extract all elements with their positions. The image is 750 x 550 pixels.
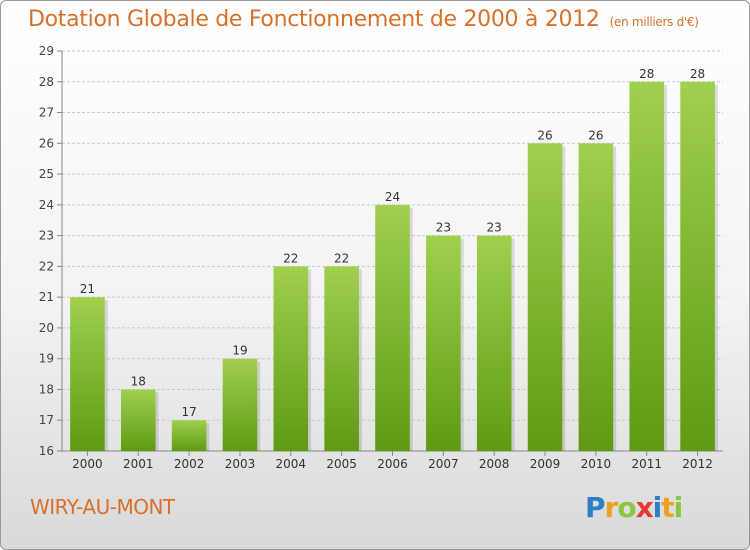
y-tick-label: 21 <box>39 290 54 304</box>
bar <box>120 389 156 451</box>
data-label: 24 <box>385 190 400 204</box>
bar <box>70 297 105 451</box>
y-tick-label: 19 <box>39 352 54 366</box>
y-tick-label: 25 <box>39 167 54 181</box>
data-label: 22 <box>283 251 298 265</box>
y-tick-label: 24 <box>39 198 54 212</box>
data-label: 28 <box>639 67 654 81</box>
x-tick-label: 2003 <box>225 457 256 471</box>
labels: 16 17 18 19 20 21 22 23 24 25 26 27 28 29 21 2000 18 2001… <box>39 44 713 471</box>
data-label: 18 <box>131 374 146 388</box>
bar <box>527 143 563 452</box>
y-tick-label: 17 <box>39 413 54 427</box>
chart-subtitle: (en milliers d'€) <box>609 15 699 29</box>
bar <box>273 266 309 451</box>
x-tick-label: 2009 <box>530 457 561 471</box>
x-tick-label: 2007 <box>428 457 459 471</box>
y-tick-label: 27 <box>39 106 54 120</box>
y-tick-label: 23 <box>39 229 54 243</box>
bar <box>578 143 614 452</box>
data-label: 23 <box>436 221 451 235</box>
y-tick-label: 16 <box>39 444 54 458</box>
bar <box>629 81 665 452</box>
x-tick-label: 2010 <box>581 457 612 471</box>
bars <box>70 81 718 452</box>
x-tick-label: 2011 <box>631 457 662 471</box>
logo-letter: i <box>673 491 684 524</box>
town-name: WIRY-AU-MONT <box>30 495 175 519</box>
y-tick-label: 22 <box>39 259 54 273</box>
y-tick-label: 20 <box>39 321 54 335</box>
data-label: 22 <box>334 251 349 265</box>
logo-letter: t <box>661 491 674 524</box>
data-label: 21 <box>80 282 95 296</box>
x-tick-label: 2006 <box>377 457 408 471</box>
data-label: 17 <box>181 405 196 419</box>
chart-title: Dotation Globale de Fonctionnement de 20… <box>28 7 699 32</box>
data-label: 23 <box>487 221 502 235</box>
x-tick-label: 2000 <box>72 457 103 471</box>
data-label: 26 <box>588 128 603 142</box>
bar <box>324 266 359 451</box>
data-label: 19 <box>232 344 247 358</box>
logo-letter: r <box>604 491 619 524</box>
x-tick-label: 2008 <box>479 457 510 471</box>
x-tick-label: 2001 <box>123 457 154 471</box>
data-label: 28 <box>690 67 705 81</box>
bar <box>680 81 715 452</box>
bar <box>426 235 461 451</box>
bar <box>476 235 512 451</box>
y-tick-label: 26 <box>39 136 54 150</box>
data-label: 26 <box>537 128 552 142</box>
logo-letter: i <box>652 491 663 524</box>
bar <box>222 358 258 451</box>
logo-letter: o <box>617 491 636 524</box>
y-tick-label: 28 <box>39 75 54 89</box>
logo-letter: x <box>635 491 654 524</box>
x-tick-label: 2012 <box>682 457 713 471</box>
bar <box>375 204 410 451</box>
y-tick-label: 29 <box>39 44 54 58</box>
x-tick-label: 2005 <box>326 457 357 471</box>
logo-letter: P <box>585 491 606 524</box>
bar <box>171 420 207 451</box>
y-tick-label: 18 <box>39 382 54 396</box>
proxiti-logo[interactable]: Proxiti <box>585 491 684 524</box>
chart-title-text: Dotation Globale de Fonctionnement de 20… <box>28 7 600 32</box>
x-tick-label: 2004 <box>276 457 307 471</box>
x-tick-label: 2002 <box>174 457 205 471</box>
